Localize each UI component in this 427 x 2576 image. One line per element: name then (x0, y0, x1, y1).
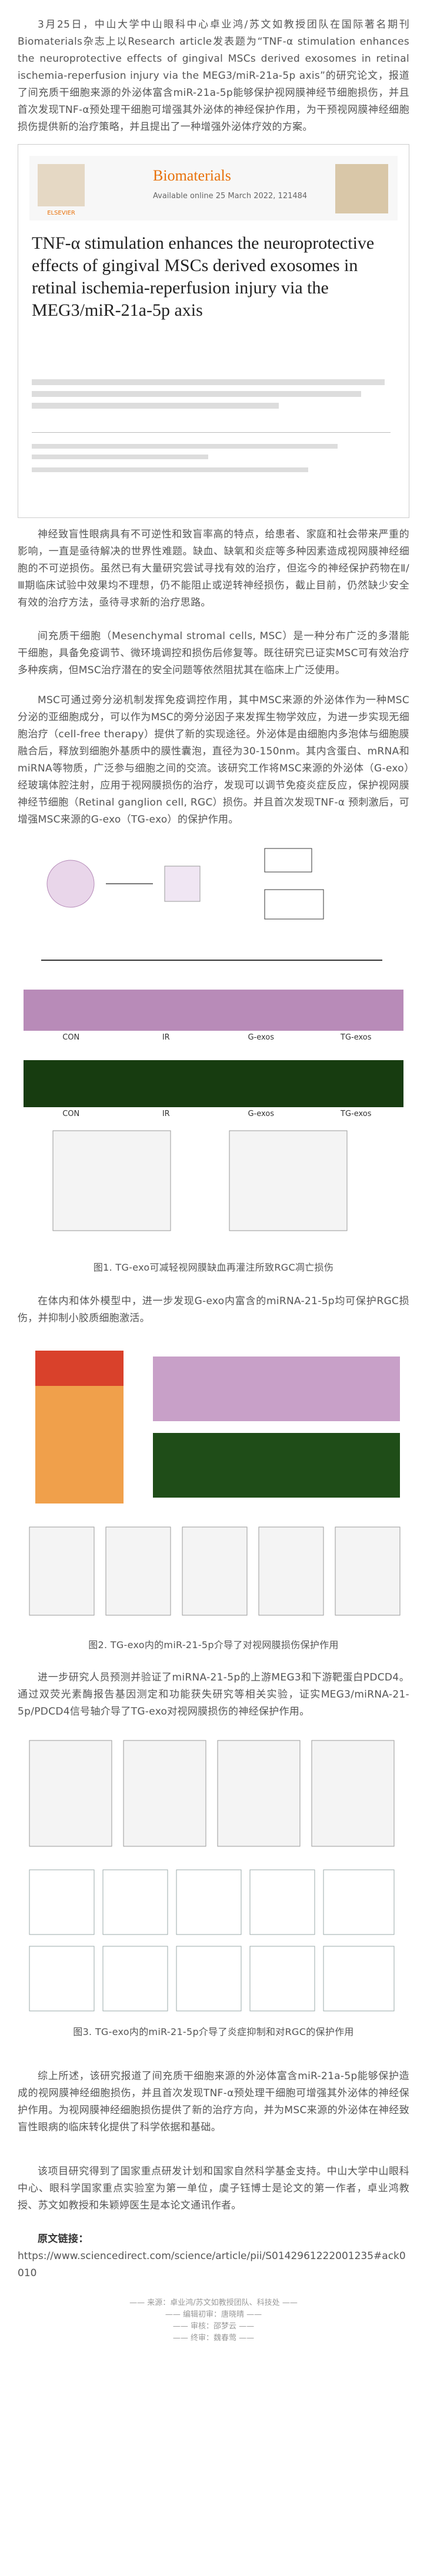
article: 3月25日，中山大学中山眼科中心卓业鸿/苏文如教授团队在国际著名期刊Biomat… (18, 19, 409, 2344)
group-label: CON (62, 1110, 79, 1118)
paragraph: 在体内和体外模型中，进一步发现G-exo内富含的miRNA-21-5p均可保护R… (18, 1295, 409, 1324)
dish (46, 860, 95, 908)
group-label: IR (162, 1110, 170, 1118)
paragraph: 神经致盲性眼病具有不可逆性和致盲率高的特点，给患者、家庭和社会带来严重的影响，一… (18, 529, 409, 609)
footer-line: —— 来源：卓业鸿/苏文如教授团队、科技处 —— (129, 2298, 298, 2307)
footer-line: —— 审核：邵梦云 —— (172, 2322, 255, 2331)
he-strip (24, 990, 403, 1031)
group-label: G-exos (248, 1110, 274, 1118)
if-strip (24, 1060, 403, 1107)
figure-caption: 图3. TG-exo内的miR-21-5p介导了炎症抑制和对RGC的保护作用 (73, 2026, 354, 2037)
paragraph: 综上所述，该研究报道了间充质干细胞来源的外泌体富含miR-21a-5p能够保护造… (18, 2070, 409, 2133)
plots (29, 1526, 401, 1616)
paragraph: 该项目研究得到了国家重点研发计划和国家自然科学基金支持。中山大学中山眼科中心、眼… (18, 2166, 409, 2211)
link-label: 原文链接： (38, 2233, 89, 2245)
group-label: IR (162, 1033, 170, 1042)
bar-panels (29, 1740, 395, 1847)
source-link: 原文链接： https://www.sciencedirect.com/scie… (18, 2231, 409, 2282)
figure-2-image (29, 1351, 401, 1616)
article-title: TNF-α stimulation enhances the neuroprot… (32, 233, 375, 320)
histology (153, 1357, 400, 1421)
flow-panels (29, 1869, 395, 2012)
footer-line: —— 编辑初审：唐晓晴 —— (165, 2310, 262, 2319)
journal-image: ELSEVIER Biomaterials Available online 2… (18, 144, 409, 518)
paragraph: 间充质干细胞（Mesenchymal stromal cells, MSC）是一… (18, 630, 409, 676)
figure-3-image (29, 1740, 395, 2012)
journal-name: Biomaterials (153, 167, 231, 184)
figure-caption: 图1. TG-exo可减轻视网膜缺血再灌注所致RGC凋亡损伤 (93, 1262, 334, 1273)
footer-text: 来源：卓业鸿/苏文如教授团队、科技处 (147, 2298, 280, 2307)
group-label: TG-exos (340, 1033, 372, 1042)
journal-figure: ELSEVIER Biomaterials Available online 2… (18, 144, 409, 518)
footer-text: 终审：魏春莺 (190, 2334, 236, 2343)
footer-line: —— 终审：魏春莺 —— (172, 2334, 255, 2343)
available: Available online 25 March 2022, 121484 (153, 192, 307, 201)
footer-text: 编辑初审：唐晓晴 (182, 2310, 244, 2319)
paragraph: MSC可通过旁分泌机制发挥免疫调控作用，其中MSC来源的外泌体作为一种MSC分泌… (18, 694, 409, 826)
group-label: CON (62, 1033, 79, 1042)
link[interactable]: https://www.sciencedirect.com/science/ar… (18, 2250, 406, 2279)
author-lines (32, 379, 391, 472)
publisher: ELSEVIER (47, 210, 75, 216)
heatmap-top (35, 1351, 124, 1386)
publisher-logo (38, 164, 85, 206)
footer: —— 来源：卓业鸿/苏文如教授团队、科技处 —— —— 编辑初审：唐晓晴 —— … (18, 2297, 409, 2344)
footer-text: 审核：邵梦云 (190, 2322, 236, 2331)
immunofluorescence (153, 1433, 400, 1498)
cover (335, 164, 388, 213)
figure-1: CON CON IR IR G-exos G-exos TG-exos TG-exos 图1.… (18, 837, 409, 1275)
paragraph: 进一步研究人员预测并验证了miRNA-21-5p的上游MEG3和下游靶蛋白PDC… (18, 1672, 409, 1718)
group-label: G-exos (248, 1033, 274, 1042)
plots (52, 1130, 348, 1231)
group-label: TG-exos (340, 1110, 372, 1118)
figure-3: 图3. TG-exo内的miR-21-5p介导了炎症抑制和对RGC的保护作用 (18, 1735, 409, 2040)
ir-box (264, 848, 312, 873)
figure-1-image: CON CON IR IR G-exos G-exos TG-exos TG-exos (18, 837, 409, 1255)
paragraph: 3月25日，中山大学中山眼科中心卓业鸿/苏文如教授团队在国际著名期刊Biomat… (18, 19, 409, 133)
figure-caption: 图2. TG-exo内的miR-21-5p介导了对视网膜损伤保护作用 (88, 1639, 339, 1650)
injection-box (264, 889, 324, 920)
tube (164, 866, 201, 902)
figure-2: 图2. TG-exo内的miR-21-5p介导了对视网膜损伤保护作用 (18, 1351, 409, 1653)
